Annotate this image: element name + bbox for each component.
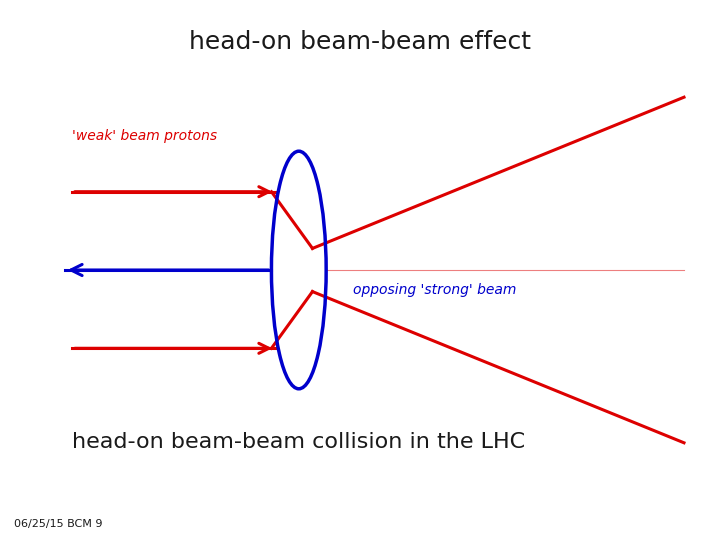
Text: opposing 'strong' beam: opposing 'strong' beam [353, 284, 516, 298]
Text: head-on beam-beam collision in the LHC: head-on beam-beam collision in the LHC [72, 432, 525, 452]
Text: 'weak' beam protons: 'weak' beam protons [72, 129, 217, 143]
Text: 06/25/15 BCM 9: 06/25/15 BCM 9 [14, 519, 103, 529]
Text: head-on beam-beam effect: head-on beam-beam effect [189, 30, 531, 53]
